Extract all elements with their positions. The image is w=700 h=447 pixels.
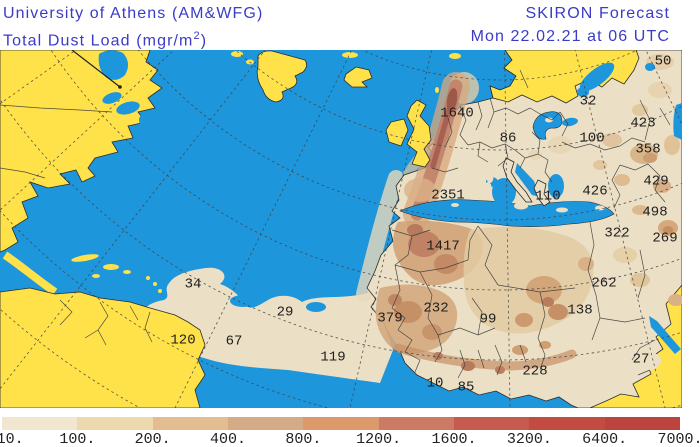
great-britain (406, 99, 432, 168)
station-value: 1640 (440, 106, 474, 122)
colorbar-tick-label: 1600. (431, 431, 477, 447)
colorbar: 10. 100. 200. 400. 800. 1200. 1600. 3200. 6400. 7… (0, 417, 700, 447)
dust-patch-east (621, 350, 661, 372)
country-borders (0, 69, 671, 379)
greece (533, 179, 551, 207)
italy (502, 157, 533, 203)
station-value: 99 (480, 312, 497, 328)
station-value: 1417 (426, 239, 460, 255)
station-value: 29 (277, 305, 294, 321)
station-value: 50 (655, 54, 672, 70)
station-value: 120 (170, 333, 195, 349)
station-value: 426 (582, 184, 607, 200)
station-value: 100 (579, 131, 604, 147)
greenland (231, 50, 461, 103)
station-value: 119 (320, 350, 345, 366)
station-value: 358 (635, 142, 660, 158)
station-value: 269 (652, 231, 677, 247)
station-value: 27 (633, 352, 650, 368)
station-value: 322 (604, 226, 629, 242)
annotation-line (71, 50, 122, 89)
dust-shading (375, 54, 682, 374)
colorbar-segments (2, 417, 680, 430)
colorbar-segment (529, 417, 605, 430)
red-sea (649, 316, 681, 354)
header: University of Athens (AM&WFG) Total Dust… (3, 2, 670, 52)
station-value: 423 (630, 116, 655, 132)
valid-time: Mon 22.02.21 at 06 UTC (470, 28, 670, 45)
product-title: Total Dust Load (mgr/m2) (3, 30, 208, 50)
station-value: 34 (185, 277, 202, 293)
graticule (0, 50, 682, 408)
south-america (0, 287, 206, 408)
colorbar-segment (303, 417, 379, 430)
colorbar-tick-label: 7000. (657, 431, 700, 447)
colorbar-segment (453, 417, 530, 430)
colorbar-tick-label: 800. (285, 431, 322, 447)
tyrrhenian-sea (492, 178, 516, 206)
hudson-bay (98, 50, 129, 80)
colorbar-segment (2, 417, 78, 430)
colorbar-segment (604, 417, 680, 430)
caribbean-islands (71, 254, 162, 293)
station-value: 85 (458, 380, 475, 396)
white-sea (645, 63, 655, 71)
north-america (0, 50, 163, 296)
colorbar-labels: 10. 100. 200. 400. 800. 1200. 1600. 3200. 6400. 7… (0, 431, 700, 447)
caspian-sea (673, 103, 682, 140)
forecast-map: 50 32 1640 423 86 100 358 429 426 2351 110 498 322 26… (0, 50, 682, 408)
east-africa (589, 284, 682, 408)
baltic-sea (579, 62, 615, 92)
station-value: 379 (377, 311, 402, 327)
scandinavia (489, 50, 640, 104)
ireland (385, 118, 409, 147)
station-value: 429 (643, 174, 668, 190)
station-value: 86 (500, 131, 517, 147)
station-value: 10 (427, 376, 444, 392)
map-svg: 50 32 1640 423 86 100 358 429 426 2351 110 498 322 26… (0, 50, 682, 408)
colorbar-tick-label: 3200. (506, 431, 552, 447)
colorbar-tick-label: 10. (0, 431, 24, 447)
station-value: 232 (423, 301, 448, 317)
station-value: 228 (522, 364, 547, 380)
adriatic-sea (515, 163, 540, 197)
colorbar-tick-label: 400. (209, 431, 247, 447)
station-value: 67 (226, 334, 243, 350)
med-peninsulas (451, 157, 605, 213)
central-america (2, 251, 58, 296)
colorbar-segment (152, 417, 228, 430)
header-left: University of Athens (AM&WFG) Total Dust… (3, 2, 263, 52)
colorbar-tick-label: 100. (59, 431, 96, 447)
org-title: University of Athens (AM&WFG) (3, 5, 264, 22)
station-value: 138 (567, 303, 592, 319)
model-title: SKIRON Forecast (525, 5, 670, 22)
aegean-sea (548, 174, 564, 198)
colorbar-segment (378, 417, 454, 430)
station-value: 32 (580, 94, 597, 110)
station-values: 50 32 1640 423 86 100 358 429 426 2351 110 498 322 26… (170, 54, 677, 396)
station-value: 2351 (431, 188, 465, 204)
station-value: 498 (642, 205, 667, 221)
colorbar-segment (227, 417, 304, 430)
colorbar-tick-label: 200. (134, 431, 171, 447)
header-right: SKIRON Forecast Mon 22.02.21 at 06 UTC (471, 2, 670, 52)
station-value: 110 (535, 189, 560, 205)
colorbar-tick-label: 6400. (582, 431, 628, 447)
colorbar-tick-label: 1200. (356, 431, 402, 447)
black-sea (532, 111, 563, 140)
colorbar-segment (77, 417, 153, 430)
british-isles (385, 87, 439, 168)
iceland (343, 66, 373, 88)
station-value: 262 (591, 276, 616, 292)
great-lakes (102, 92, 160, 140)
